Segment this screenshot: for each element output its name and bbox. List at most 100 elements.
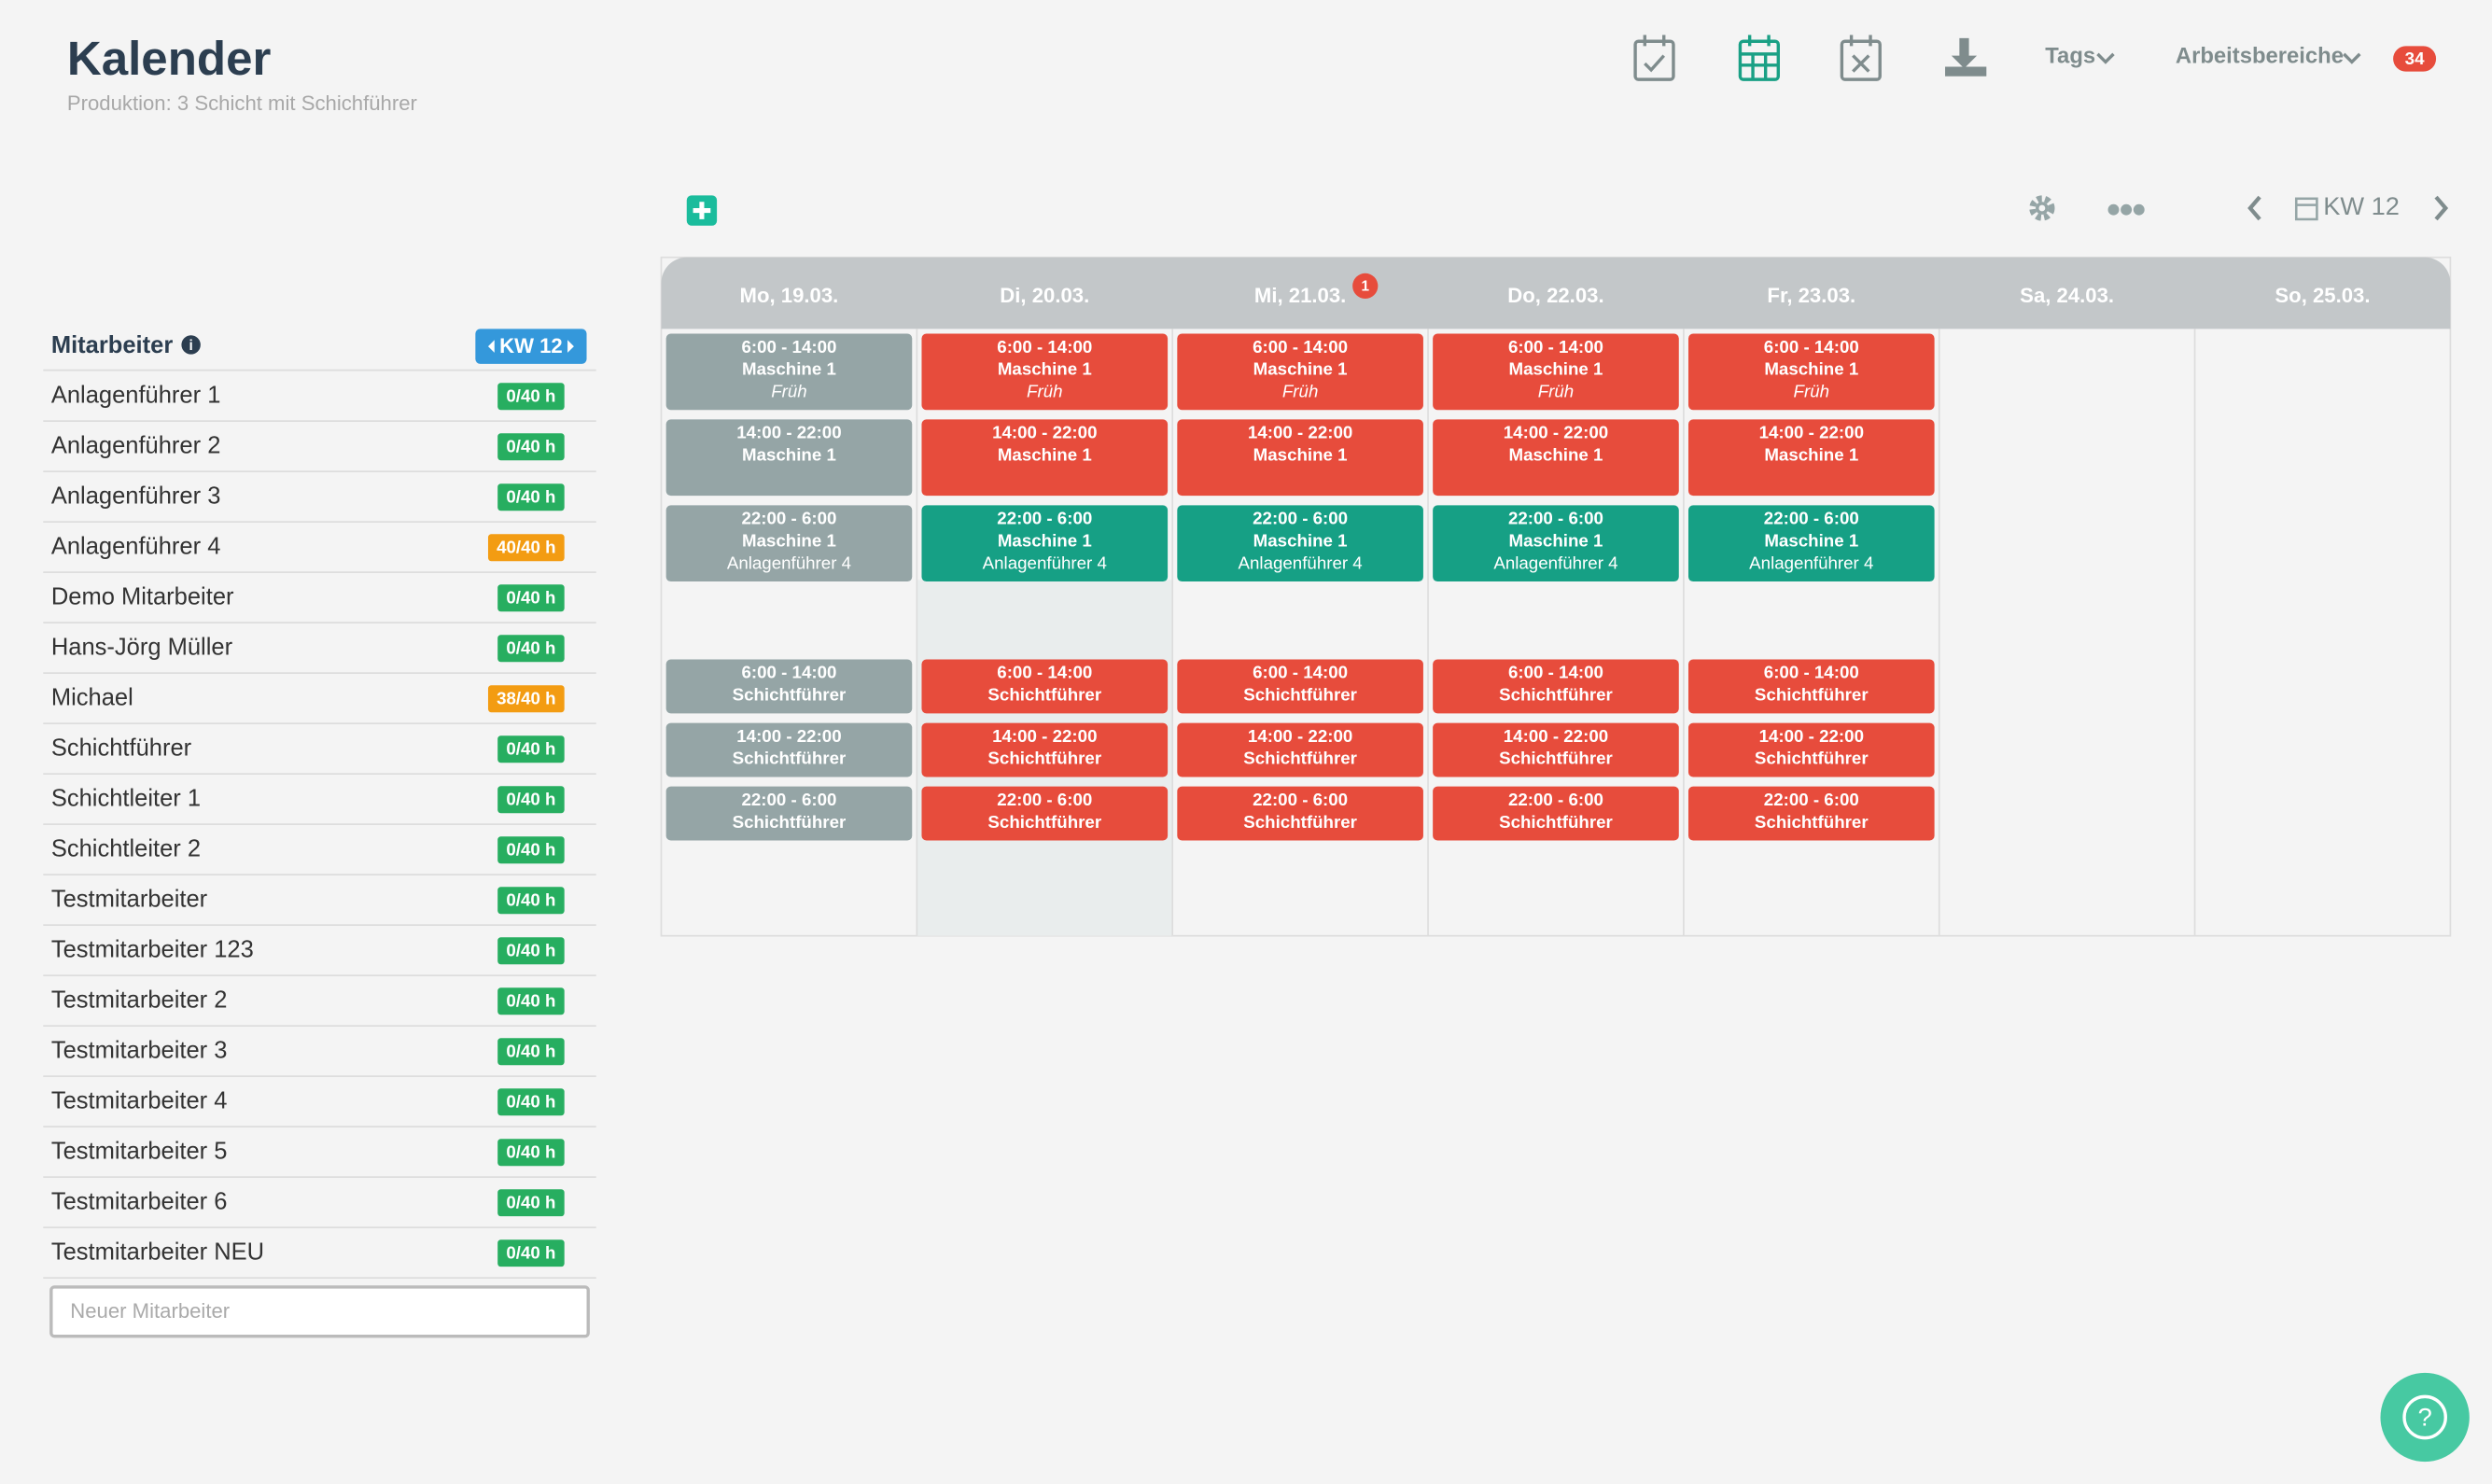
shift-card[interactable] — [1433, 419, 1679, 497]
shift[interactable]: 6:00 - 14:00 Schichtführer — [1433, 659, 1679, 714]
help-button[interactable] — [2380, 1372, 2470, 1463]
shift[interactable]: 22:00 - 6:00 Maschine 1 Anlagenführer 4 — [921, 505, 1169, 582]
employee-name[interactable]: Schichtleiter 1 — [51, 785, 201, 811]
shift[interactable]: 6:00 - 14:00 Schichtführer — [665, 659, 913, 714]
icon-calendar[interactable] — [1738, 35, 1780, 81]
shift-card[interactable] — [1433, 786, 1679, 841]
shift-card[interactable] — [1687, 722, 1935, 777]
shift[interactable]: 14:00 - 22:00 Schichtführer — [1177, 722, 1423, 777]
icon-download[interactable] — [1945, 37, 1987, 77]
shift-card[interactable] — [921, 722, 1169, 777]
shift-card[interactable] — [921, 659, 1169, 714]
shift[interactable]: 22:00 - 6:00 Schichtführer — [1687, 786, 1935, 841]
icon-calendar-check[interactable] — [1633, 35, 1675, 81]
shift[interactable]: 14:00 - 22:00 Maschine 1 — [1177, 419, 1423, 497]
shift[interactable]: 14:00 - 22:00 Maschine 1 — [1433, 419, 1679, 497]
shift[interactable]: 14:00 - 22:00 Maschine 1 — [1687, 419, 1935, 497]
shift-card[interactable] — [1177, 659, 1423, 714]
tags-menu[interactable]: Tags — [2045, 44, 2095, 69]
week-prev[interactable] — [487, 340, 495, 353]
icon-calendar-remove[interactable] — [1840, 35, 1882, 81]
shift-card[interactable] — [1687, 333, 1935, 411]
shift[interactable]: 22:00 - 6:00 Schichtführer — [1177, 786, 1423, 841]
shift-card[interactable] — [1433, 722, 1679, 777]
shift[interactable]: 22:00 - 6:00 Maschine 1 Anlagenführer 4 — [1687, 505, 1935, 582]
employee-name[interactable]: Testmitarbeiter — [51, 886, 208, 912]
shift-card[interactable] — [1433, 659, 1679, 714]
shift[interactable]: 22:00 - 6:00 Maschine 1 Anlagenführer 4 — [1433, 505, 1679, 582]
prev-week[interactable] — [2247, 195, 2261, 221]
shift-card[interactable] — [665, 505, 913, 582]
week-label[interactable]: KW 12 — [2323, 191, 2400, 220]
employee-name[interactable]: Anlagenführer 4 — [51, 533, 221, 559]
employee-name[interactable]: Michael — [51, 684, 133, 710]
shift-card[interactable] — [921, 419, 1169, 497]
shift[interactable]: 14:00 - 22:00 Schichtführer — [921, 722, 1169, 777]
shift-card[interactable] — [665, 419, 913, 497]
shift[interactable]: 6:00 - 14:00 Schichtführer — [1177, 659, 1423, 714]
employee-name[interactable]: Testmitarbeiter 2 — [51, 987, 228, 1013]
shift-card[interactable] — [1687, 419, 1935, 497]
shift-card[interactable] — [1177, 505, 1423, 582]
shift-card[interactable] — [665, 333, 913, 411]
shift-card[interactable] — [1687, 786, 1935, 841]
shift[interactable]: 22:00 - 6:00 Schichtführer — [665, 786, 913, 841]
areas-menu[interactable]: Arbeitsbereiche — [2176, 44, 2344, 69]
employee-name[interactable]: Anlagenführer 2 — [51, 432, 221, 458]
employee-name[interactable]: Testmitarbeiter 3 — [51, 1037, 228, 1063]
employee-name[interactable]: Testmitarbeiter 5 — [51, 1138, 228, 1164]
week-badge-label: KW 12 — [499, 334, 563, 357]
shift-card[interactable] — [665, 722, 913, 777]
notification-badge[interactable] — [2393, 46, 2437, 72]
shift-card[interactable] — [921, 786, 1169, 841]
shift-card[interactable] — [1687, 659, 1935, 714]
shift-card[interactable] — [1177, 786, 1423, 841]
more-icon[interactable] — [2107, 203, 2145, 216]
info-icon[interactable] — [181, 335, 201, 355]
employee-name[interactable]: Hans-Jörg Müller — [51, 634, 233, 660]
employee-name[interactable]: Schichtführer — [51, 735, 192, 761]
employee-name[interactable]: Testmitarbeiter 123 — [51, 936, 254, 962]
shift[interactable]: 22:00 - 6:00 Schichtführer — [1433, 786, 1679, 841]
shift[interactable]: 14:00 - 22:00 Schichtführer — [665, 722, 913, 777]
shift[interactable]: 6:00 - 14:00 Schichtführer — [921, 659, 1169, 714]
settings-icon[interactable] — [2029, 195, 2055, 221]
shift-card[interactable] — [921, 333, 1169, 411]
employee-name[interactable]: Testmitarbeiter 6 — [51, 1188, 228, 1214]
week-badge[interactable] — [475, 329, 587, 364]
employee-name[interactable]: Testmitarbeiter 4 — [51, 1087, 228, 1113]
shift[interactable]: 14:00 - 22:00 Maschine 1 — [665, 419, 913, 497]
employee-name[interactable]: Anlagenführer 3 — [51, 483, 221, 509]
shift-card[interactable] — [1177, 333, 1423, 411]
shift-card[interactable] — [921, 505, 1169, 582]
shift[interactable]: 22:00 - 6:00 Maschine 1 Anlagenführer 4 — [665, 505, 913, 582]
shift[interactable]: 14:00 - 22:00 Schichtführer — [1687, 722, 1935, 777]
shift-card[interactable] — [665, 659, 913, 714]
shift[interactable]: 6:00 - 14:00 Schichtführer — [1687, 659, 1935, 714]
shift-card[interactable] — [1687, 505, 1935, 582]
next-week[interactable] — [2434, 195, 2449, 221]
shift-card[interactable] — [1177, 722, 1423, 777]
shift[interactable]: 14:00 - 22:00 Schichtführer — [1433, 722, 1679, 777]
shift[interactable]: 14:00 - 22:00 Maschine 1 — [921, 419, 1169, 497]
employee-name[interactable]: Schichtleiter 2 — [51, 835, 201, 861]
shift-card[interactable] — [665, 786, 913, 841]
new-employee-input[interactable] — [49, 1285, 590, 1338]
employee-name[interactable]: Demo Mitarbeiter — [51, 583, 234, 609]
shift-card[interactable] — [1177, 419, 1423, 497]
day-badge[interactable] — [1352, 273, 1379, 300]
shift[interactable]: 22:00 - 6:00 Maschine 1 Anlagenführer 4 — [1177, 505, 1423, 582]
shift-card[interactable] — [1433, 333, 1679, 411]
week-next[interactable] — [567, 340, 574, 353]
employee-name[interactable]: Testmitarbeiter NEU — [51, 1239, 264, 1265]
shift-card[interactable] — [1433, 505, 1679, 582]
employee-name[interactable]: Anlagenführer 1 — [51, 382, 221, 408]
shift-time: 14:00 - 22:00 — [736, 423, 841, 442]
shift[interactable]: 22:00 - 6:00 Schichtführer — [921, 786, 1169, 841]
